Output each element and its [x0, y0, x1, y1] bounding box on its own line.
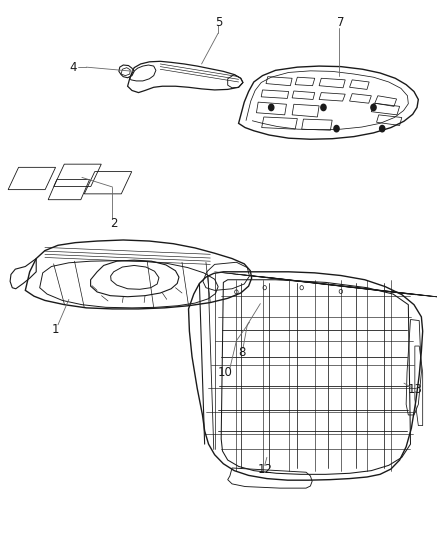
- Text: 10: 10: [218, 366, 233, 379]
- Circle shape: [334, 125, 339, 132]
- Text: 4: 4: [70, 61, 77, 74]
- Text: 12: 12: [257, 463, 272, 475]
- Text: 2: 2: [110, 216, 117, 230]
- Text: 1: 1: [52, 322, 60, 336]
- Text: 7: 7: [337, 16, 345, 29]
- Circle shape: [268, 104, 274, 111]
- Circle shape: [380, 125, 385, 132]
- Text: 5: 5: [215, 16, 223, 29]
- Circle shape: [371, 104, 376, 111]
- Text: 8: 8: [238, 346, 245, 359]
- Text: 13: 13: [407, 383, 422, 396]
- Circle shape: [321, 104, 326, 111]
